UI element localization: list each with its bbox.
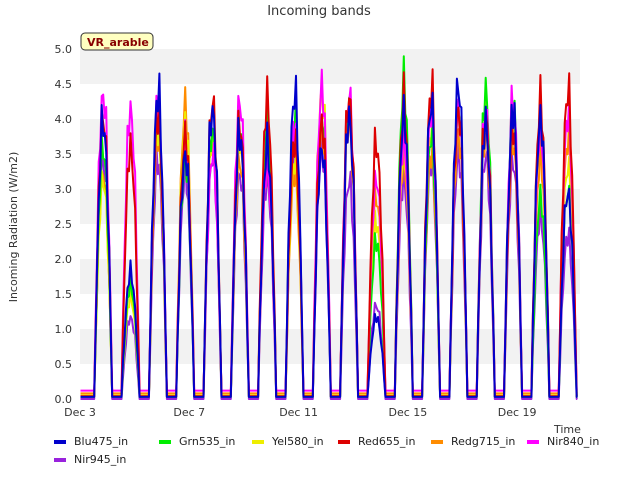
y-tick-label: 4.0 [55,113,73,126]
legend-swatch [252,440,264,444]
grid-band [80,49,580,84]
legend-swatch [338,440,350,444]
x-tick-label: Dec 3 [64,406,96,419]
legend-swatch [527,440,539,444]
site-badge: VR_arable [80,32,154,51]
series-line-blu475_in [80,72,578,398]
site-badge-box [80,32,154,51]
x-tick-label: Dec 11 [279,406,318,419]
legend-label: Grn535_in [179,435,236,448]
x-axis-ticks: Dec 3 Dec 7 Dec 11 Dec 15 Dec 19 [64,406,536,419]
legend-label: Red655_in [358,435,416,448]
legend-swatch [431,440,443,444]
legend-item-nir840_in: Nir840_in [527,434,599,450]
legend-label: Nir945_in [74,453,127,466]
series-line-nir945_in [80,128,578,400]
x-tick-label: Dec 7 [173,406,205,419]
y-tick-label: 1.0 [55,323,73,336]
legend-label: Redg715_in [451,435,516,448]
chart-title: Incoming bands [267,4,371,19]
legend-label: Yel580_in [272,435,324,448]
legend-item-redg715_in: Redg715_in [431,434,515,450]
y-tick-label: 2.5 [55,218,73,231]
site-badge-label: VR_arable [87,36,149,49]
series-line-redg715_in [80,86,578,395]
x-tick-label: Dec 19 [498,406,537,419]
legend-label: Blu475_in [74,435,129,448]
legend-item-red655_in: Red655_in [338,434,415,450]
x-tick-label: Dec 15 [388,406,427,419]
legend-swatch [54,440,66,444]
y-axis-label: Incoming Radiation (W/m2) [7,152,20,303]
legend-item-yel580_in: Yel580_in [252,434,324,450]
y-tick-label: 2.0 [55,253,73,266]
legend-item-blu475_in: Blu475_in [54,434,128,450]
y-tick-label: 0.0 [55,393,73,406]
x-axis-label: Time [553,423,581,436]
series-lines [80,55,578,400]
y-tick-label: 3.0 [55,183,73,196]
legend-label: Nir840_in [547,435,600,448]
legend-item-nir945_in: Nir945_in [54,452,126,468]
legend-swatch [159,440,171,444]
legend-item-grn535_in: Grn535_in [159,434,235,450]
grid-band [80,84,580,119]
legend-swatch [54,458,66,462]
y-tick-label: 1.5 [55,288,73,301]
y-tick-label: 3.5 [55,148,73,161]
y-tick-label: 0.5 [55,358,73,371]
y-tick-label: 5.0 [55,43,73,56]
y-tick-label: 4.5 [55,78,73,91]
y-axis-ticks: 0.0 0.5 1.0 1.5 2.0 2.5 3.0 3.5 4.0 4.5 5.0 [55,43,73,406]
grid-band [80,119,580,154]
series-line-nir840_in [80,68,578,392]
grid-band [80,224,580,259]
grid-band [80,259,580,294]
